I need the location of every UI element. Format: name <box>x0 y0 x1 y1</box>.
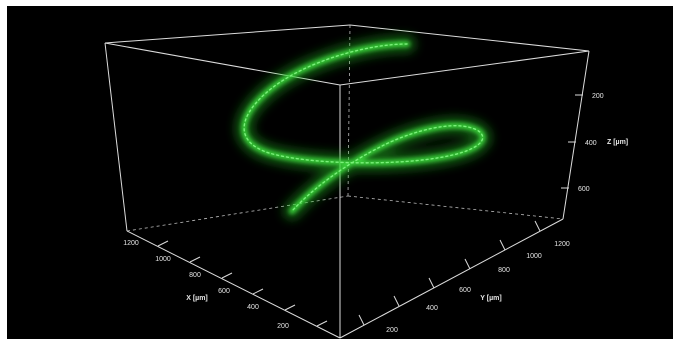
z-axis: 200 400 600 Z [µm] <box>561 93 628 193</box>
volume-render-scene: 1200 1000 800 600 400 200 X [µm] 200 400… <box>104 24 628 339</box>
x-tick-label: 1000 <box>155 256 171 263</box>
x-axis: 1200 1000 800 600 400 200 X [µm] <box>123 240 328 330</box>
y-tick-mark <box>358 314 365 326</box>
x-tick-label: 1200 <box>123 240 139 247</box>
x-tick-mark <box>157 240 169 247</box>
x-tick-label: 400 <box>247 304 259 311</box>
3d-volume-viewport[interactable]: 1200 1000 800 600 400 200 X [µm] 200 400… <box>7 6 673 339</box>
y-tick-mark <box>428 277 435 289</box>
y-tick-mark <box>499 239 506 251</box>
z-axis-title: Z [µm] <box>607 139 628 146</box>
y-tick-mark <box>393 295 400 307</box>
z-axis-ticks <box>561 94 583 189</box>
y-tick-label: 200 <box>386 327 398 334</box>
y-tick-label: 800 <box>498 267 510 274</box>
box-edge-bottom-front-right <box>339 218 564 339</box>
y-tick-label: 1200 <box>554 241 570 248</box>
x-tick-mark <box>316 320 328 327</box>
x-axis-ticks <box>157 240 328 327</box>
box-edge-bottom-front-left <box>126 230 341 339</box>
bounding-box-visible-edges <box>104 24 590 339</box>
x-tick-label: 800 <box>189 272 201 279</box>
box-edge-top-back-right <box>349 24 590 52</box>
fluorescent-specimen <box>235 35 492 220</box>
specimen-core <box>243 43 484 212</box>
z-tick-label: 200 <box>592 93 604 100</box>
x-tick-mark <box>284 304 296 311</box>
y-axis: 200 400 600 800 1000 1200 Y [µm] <box>358 220 570 334</box>
x-tick-mark <box>221 272 233 279</box>
z-tick-label: 400 <box>585 140 597 147</box>
y-tick-label: 1000 <box>526 253 542 260</box>
y-axis-ticks <box>358 220 541 326</box>
y-tick-label: 400 <box>426 305 438 312</box>
box-edge-vertical-right <box>562 50 590 220</box>
x-tick-label: 200 <box>277 323 289 330</box>
y-tick-mark <box>534 220 541 232</box>
box-edge-top-back-left <box>104 24 351 44</box>
x-tick-mark <box>189 256 201 263</box>
y-axis-title: Y [µm] <box>480 295 501 302</box>
box-edge-hidden-left <box>126 195 349 232</box>
y-tick-label: 600 <box>459 287 471 294</box>
box-edge-vertical-left <box>104 42 128 232</box>
box-edge-hidden-right <box>347 195 564 220</box>
specimen-body <box>241 41 486 214</box>
x-tick-mark <box>252 288 264 295</box>
box-edge-hidden-vertical <box>347 24 351 197</box>
x-tick-label: 600 <box>218 288 230 295</box>
x-axis-title: X [µm] <box>186 295 208 302</box>
y-tick-mark <box>464 258 471 270</box>
box-edge-top-front-right <box>339 50 590 86</box>
z-tick-label: 600 <box>578 186 590 193</box>
